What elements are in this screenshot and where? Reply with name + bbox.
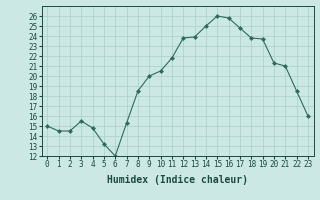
X-axis label: Humidex (Indice chaleur): Humidex (Indice chaleur) — [107, 175, 248, 185]
